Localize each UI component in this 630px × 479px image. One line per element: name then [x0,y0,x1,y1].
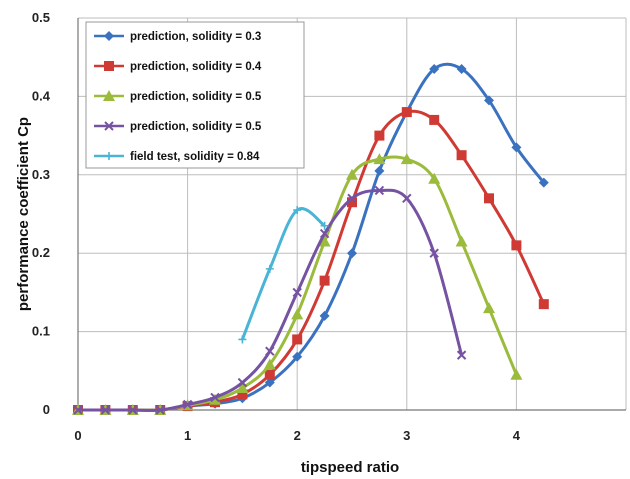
legend-label: field test, solidity = 0.84 [130,151,260,163]
data-point [265,346,275,356]
data-point [456,63,467,74]
data-point [292,287,302,298]
x-tick-label: 1 [184,428,191,443]
data-point [293,206,302,215]
data-point [128,405,138,415]
data-point [100,405,111,415]
data-point [456,350,467,360]
data-point [484,95,494,106]
data-point [511,240,522,251]
data-point [155,405,165,415]
data-point [319,228,330,239]
series-line [241,207,326,340]
series-layer [72,62,549,415]
data-point [292,351,303,362]
data-point [104,31,114,41]
x-tick-label: 4 [513,428,521,443]
data-point [374,130,385,141]
legend-item: prediction, solidity = 0.5 [94,121,262,133]
data-point [538,299,549,310]
legend-item: prediction, solidity = 0.5 [94,90,262,103]
data-point [373,153,386,165]
y-tick-label: 0.5 [32,10,50,25]
data-point [292,334,303,345]
data-point [319,310,330,321]
data-point [347,197,357,208]
data-point [511,142,522,153]
data-point [263,358,276,370]
data-point [429,114,440,125]
data-point [236,382,249,394]
legend-item: prediction, solidity = 0.4 [94,61,262,73]
legend-label: prediction, solidity = 0.3 [130,31,261,43]
data-point [320,221,329,230]
series-4 [73,185,467,415]
data-point [374,165,385,176]
data-point [484,193,494,204]
y-tick-label: 0.2 [32,245,50,260]
data-point [428,172,441,184]
data-point [455,235,468,247]
data-point [374,185,385,196]
data-point [400,153,413,165]
data-point [265,264,274,273]
legend-item: prediction, solidity = 0.3 [94,31,261,43]
data-point [182,399,193,410]
data-point [105,152,113,160]
y-tick-label: 0.1 [32,324,50,339]
data-point [264,377,275,388]
legend-label: prediction, solidity = 0.5 [130,121,262,133]
data-point [346,168,358,180]
y-tick-label: 0.4 [32,88,51,103]
x-tick-label: 0 [74,428,81,443]
data-point [264,369,275,380]
y-tick-label: 0 [43,402,50,417]
data-point [319,275,330,286]
data-point [237,389,248,400]
data-point [401,107,412,118]
data-point [210,392,220,403]
data-point [237,377,248,388]
data-point [347,193,357,204]
data-point [510,368,523,380]
data-point [209,393,221,405]
data-point [456,150,467,161]
legend-item: field test, solidity = 0.84 [94,151,260,163]
series-5 [238,206,329,344]
data-point [104,61,114,71]
data-point [291,308,304,320]
data-point [347,248,357,259]
data-point [429,63,440,74]
y-axis-title: performance coefficient Cp [15,117,32,311]
y-tick-label: 0.3 [32,167,50,182]
x-axis-title: tipspeed ratio [301,459,399,476]
data-point [429,248,439,258]
data-point [73,405,83,415]
legend-label: prediction, solidity = 0.4 [130,61,262,73]
data-point [538,177,549,188]
data-point [318,235,331,247]
legend: prediction, solidity = 0.3 prediction, so… [85,21,305,169]
data-point [104,121,114,131]
data-point [483,302,495,314]
x-tick-label: 2 [294,428,301,443]
legend-label: prediction, solidity = 0.5 [130,91,262,103]
data-point [238,335,247,344]
x-tick-label: 3 [403,428,410,443]
data-point [402,193,412,204]
data-point [103,90,115,101]
